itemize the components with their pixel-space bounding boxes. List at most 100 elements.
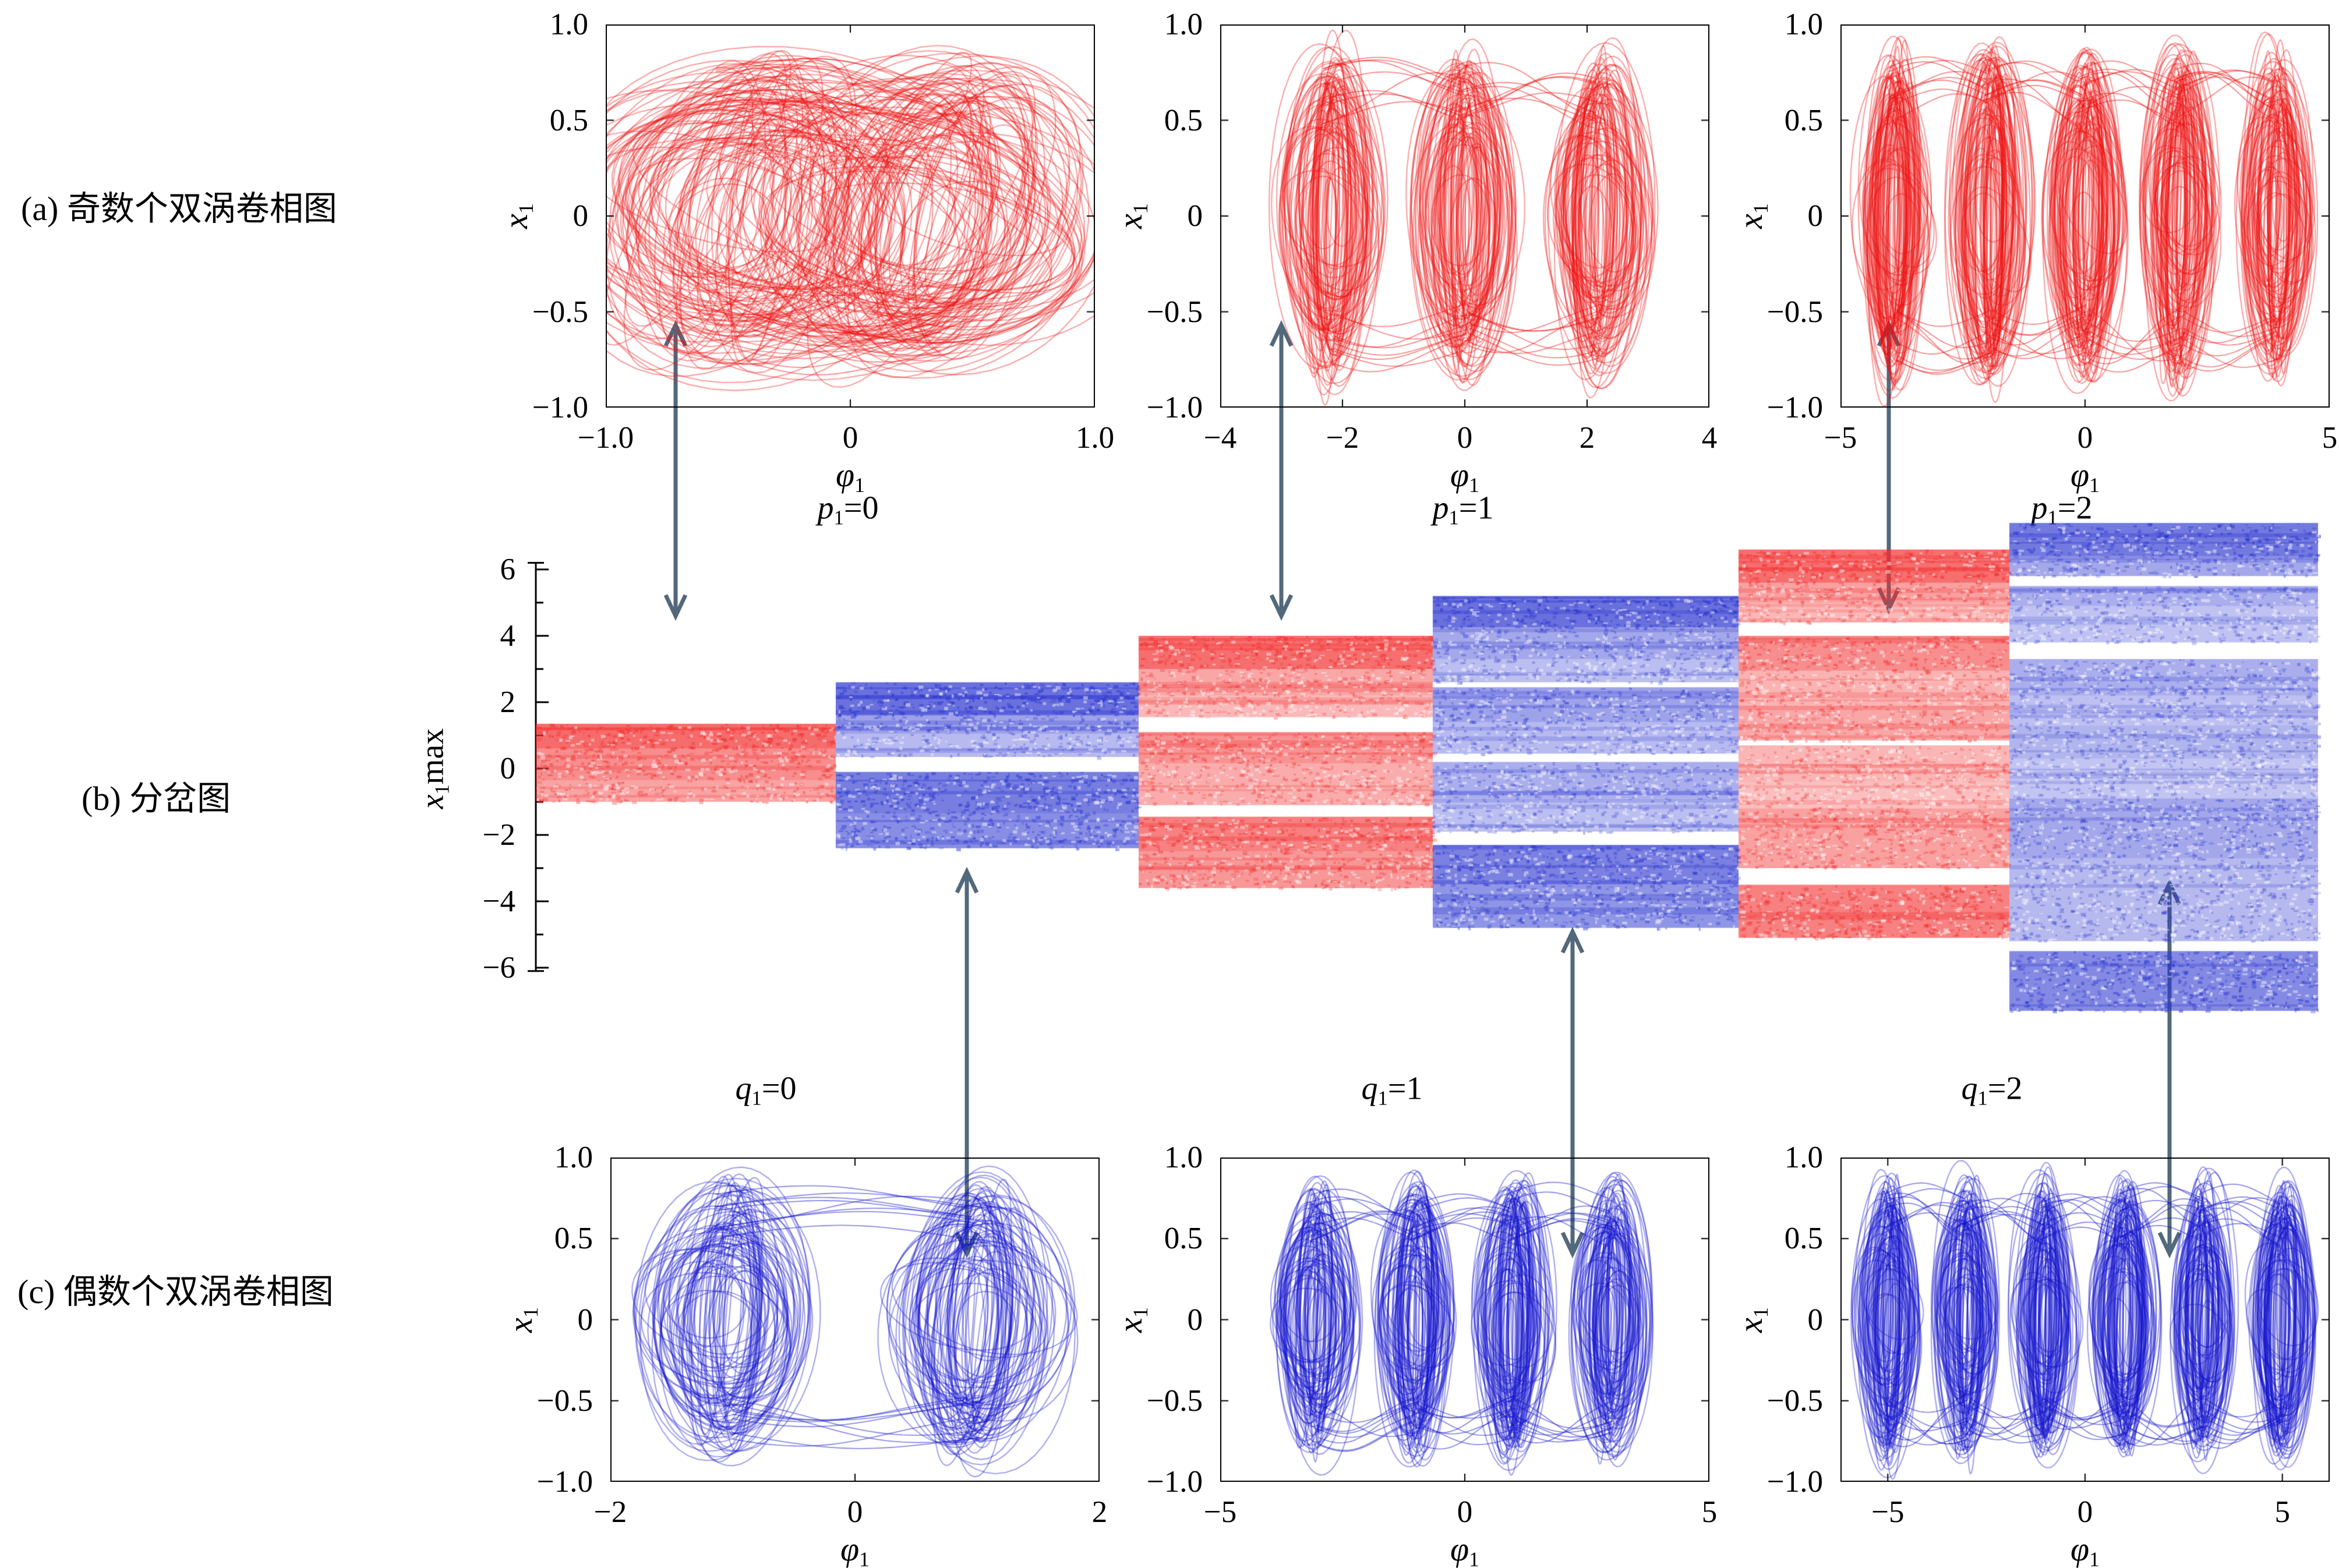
- bif-y-axis-label: x1max: [414, 728, 454, 809]
- plot-frame-a1: [606, 24, 1095, 408]
- y-tick-label: −1.0: [532, 391, 588, 424]
- y-tick-label: 0: [1807, 1302, 1824, 1337]
- plot-frame-c3: [1840, 1158, 2330, 1482]
- y-tick-label: −0.5: [1146, 295, 1203, 329]
- x-axis-label-a1: φ1: [836, 455, 865, 497]
- var-glyph: φ: [2070, 455, 2090, 494]
- phase-canvas-a1: [606, 24, 1095, 408]
- bif-y-tick-label: −4: [482, 884, 515, 918]
- var-glyph: x: [1111, 1317, 1149, 1333]
- bif-y-tick-label: 6: [500, 553, 516, 586]
- x-tick-label: 0: [1457, 421, 1473, 455]
- y-axis-label-a1: x1: [496, 203, 538, 229]
- var-subscript: 1: [519, 1307, 543, 1318]
- plot-frame-a2: [1220, 24, 1709, 408]
- x-tick-label: 0: [1457, 1495, 1473, 1529]
- var-glyph: q: [1361, 1070, 1378, 1107]
- param-label-c3: q1=2: [1962, 1070, 2023, 1110]
- x-axis-label-a3: φ1: [2071, 455, 2100, 497]
- var-glyph: φ: [2070, 1530, 2090, 1568]
- var-subscript: 1: [430, 784, 454, 795]
- phase-canvas-c3: [1840, 1158, 2330, 1482]
- var-subscript: 1: [1377, 1086, 1388, 1110]
- y-tick-label: 0.5: [554, 1222, 593, 1256]
- var-subscript: 1: [2089, 473, 2100, 497]
- var-subscript: 1: [514, 203, 538, 214]
- section-label-odd-phase-portraits: (a) 奇数个双涡卷相图: [21, 190, 337, 228]
- y-tick-label: 1.0: [1164, 8, 1203, 41]
- var-glyph: φ: [1450, 1530, 1469, 1568]
- var-subscript: 1: [854, 473, 865, 497]
- x-tick-label: 2: [1579, 421, 1595, 455]
- y-tick-label: 1.0: [1784, 1141, 1823, 1174]
- phase-canvas-a3: [1840, 24, 2330, 408]
- param-label-c1: q1=0: [736, 1070, 797, 1110]
- y-tick-label: 0: [573, 199, 589, 233]
- var-glyph: x: [414, 794, 451, 809]
- x-tick-label: −2: [1326, 421, 1359, 455]
- var-subscript: 1: [751, 1086, 762, 1110]
- param-label-c2: q1=1: [1362, 1070, 1423, 1110]
- plot-frame-c2: [1220, 1158, 1709, 1482]
- x-tick-label: 0: [2077, 1495, 2093, 1529]
- y-tick-label: −1.0: [1766, 1465, 1823, 1499]
- var-glyph: q: [1961, 1070, 1978, 1107]
- y-tick-label: −0.5: [532, 295, 588, 329]
- x-tick-label: 1.0: [1075, 421, 1115, 455]
- y-tick-label: −1.0: [1766, 391, 1823, 424]
- y-tick-label: −0.5: [1766, 295, 1823, 329]
- section-label-even-phase-portraits: (c) 偶数个双涡卷相图: [17, 1273, 334, 1311]
- y-tick-label: 0: [577, 1302, 593, 1337]
- x-tick-label: −5: [1203, 1495, 1237, 1529]
- x-axis-label-c1: φ1: [840, 1530, 870, 1568]
- y-axis-label-c3: x1: [1731, 1307, 1773, 1333]
- y-tick-label: −1.0: [1146, 391, 1203, 424]
- param-value: =2: [1987, 1070, 2023, 1107]
- x-tick-label: 2: [1091, 1495, 1108, 1529]
- var-glyph: x: [1731, 214, 1769, 229]
- y-tick-label: 1.0: [549, 8, 588, 41]
- bif-y-tick-label: 4: [500, 619, 516, 653]
- phase-canvas-c1: [610, 1158, 1100, 1482]
- section-label-bifurcation: (b) 分岔图: [82, 780, 231, 817]
- x-tick-label: 5: [2274, 1495, 2290, 1529]
- var-subscript: 1: [1469, 1548, 1480, 1568]
- y-tick-label: 1.0: [554, 1141, 593, 1174]
- y-axis-label-c2: x1: [1111, 1307, 1153, 1333]
- y-axis-label-a3: x1: [1731, 203, 1773, 229]
- plot-frame-a3: [1840, 24, 2330, 408]
- x-tick-label: 5: [2322, 421, 2338, 455]
- var-glyph: x: [496, 214, 535, 229]
- x-tick-label: −1.0: [577, 421, 634, 455]
- x-axis-label-c3: φ1: [2071, 1530, 2100, 1568]
- param-value: =0: [761, 1070, 797, 1107]
- var-subscript: 1: [1129, 203, 1153, 214]
- x-tick-label: 0: [847, 1495, 863, 1529]
- var-subscript: 1: [1129, 1307, 1153, 1318]
- phase-canvas-a2: [1220, 24, 1709, 408]
- y-tick-label: 0: [1187, 199, 1203, 233]
- var-glyph: φ: [840, 1530, 860, 1568]
- var-glyph: φ: [835, 455, 855, 494]
- label-suffix: max: [414, 728, 451, 785]
- y-tick-label: −0.5: [536, 1383, 593, 1418]
- x-tick-label: 5: [1701, 1495, 1718, 1529]
- bif-y-tick-label: 0: [500, 752, 516, 785]
- y-tick-label: 0: [1807, 199, 1824, 233]
- y-tick-label: 0.5: [549, 103, 588, 137]
- var-glyph: φ: [1450, 455, 1469, 494]
- y-tick-label: 0.5: [1784, 1222, 1823, 1256]
- x-axis-label-a2: φ1: [1450, 455, 1479, 497]
- x-tick-label: 0: [2077, 421, 2093, 455]
- var-glyph: x: [1111, 214, 1149, 229]
- bif-y-tick-label: −6: [482, 951, 515, 985]
- var-subscript: 1: [1977, 1086, 1988, 1110]
- var-subscript: 1: [1749, 203, 1773, 214]
- var-subscript: 1: [2089, 1548, 2100, 1568]
- y-axis-label-c1: x1: [501, 1307, 543, 1333]
- x-tick-label: 4: [1701, 421, 1718, 455]
- y-tick-label: 1.0: [1784, 8, 1823, 41]
- var-subscript: 1: [1749, 1307, 1773, 1318]
- phase-canvas-c2: [1220, 1158, 1709, 1482]
